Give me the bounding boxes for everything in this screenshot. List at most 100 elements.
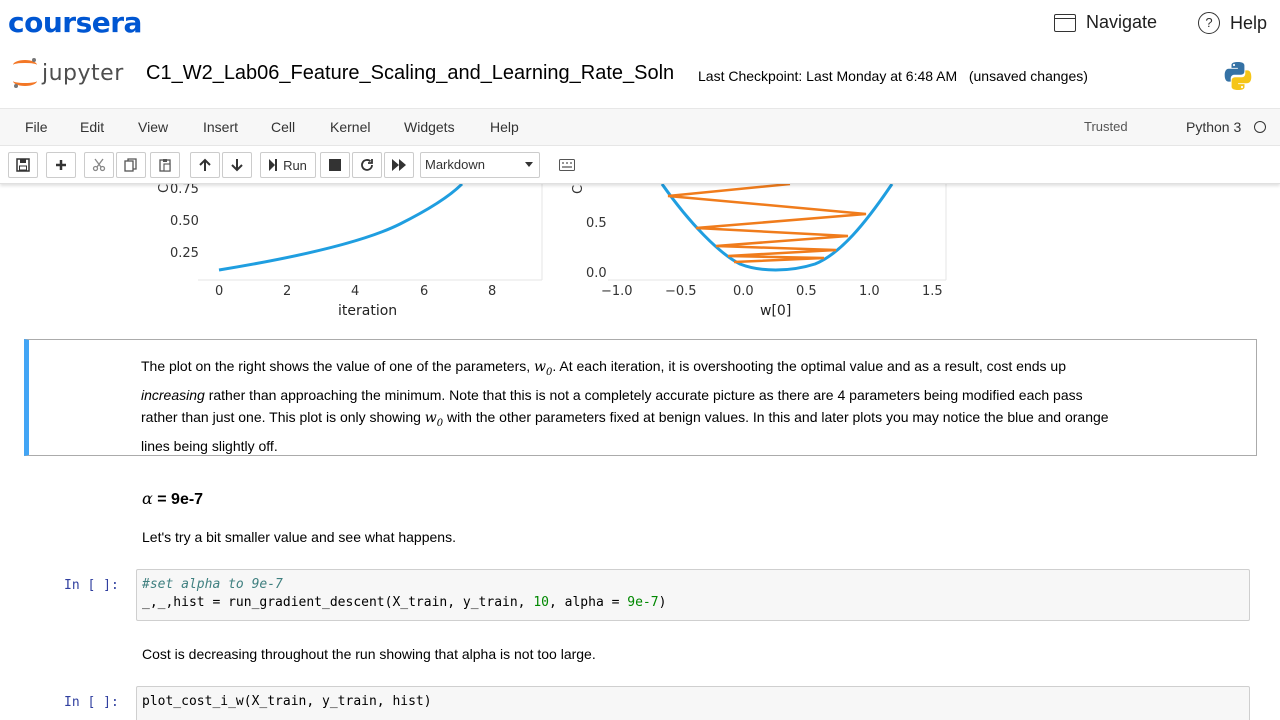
cut-button[interactable] <box>84 152 114 178</box>
keyboard-icon <box>559 159 575 171</box>
checkpoint-text: Last Checkpoint: Last Monday at 6:48 AM <box>698 68 958 84</box>
kernel-idle-icon <box>1254 121 1266 133</box>
code-number: 9e-7 <box>627 595 659 610</box>
cell-type-select[interactable]: Markdown <box>420 152 540 178</box>
code-text: plot_cost_i_w(X_train, y_train, hist) <box>142 694 432 709</box>
md-text-part: with the other parameters fixed at benig… <box>447 408 1109 425</box>
md-text-part: . At each iteration, it is overshooting … <box>552 358 1067 374</box>
code-cell[interactable]: plot_cost_i_w(X_train, y_train, hist) <box>136 686 1250 720</box>
paste-button[interactable] <box>150 152 180 178</box>
right-xtick: −1.0 <box>601 284 633 299</box>
coursera-logo[interactable]: coursera <box>8 6 142 39</box>
markdown-text: Cost is decreasing throughout the run sh… <box>142 646 596 662</box>
right-cost-curve <box>660 184 894 272</box>
notebook-area[interactable]: Cos 0.75 0.50 0.25 0 2 4 6 8 iteration C… <box>0 184 1280 720</box>
math-w0: w0 <box>424 409 444 429</box>
md-text-part: lines being slightly off. <box>141 437 278 454</box>
input-prompt: In [ ]: <box>64 578 119 593</box>
paste-icon <box>159 159 171 172</box>
stop-icon <box>329 159 341 171</box>
restart-button[interactable] <box>352 152 382 178</box>
right-xtick: 1.5 <box>922 284 943 299</box>
move-up-button[interactable] <box>190 152 220 178</box>
cell-type-value: Markdown <box>425 157 485 172</box>
right-ylabel: Cos <box>571 184 586 194</box>
left-ytick: 0.50 <box>170 214 199 229</box>
menu-insert[interactable]: Insert <box>203 119 239 135</box>
code-text: , alpha = <box>549 595 628 610</box>
left-cost-curve <box>218 184 464 272</box>
alpha-heading: α = 9e-7 <box>142 489 203 509</box>
checkpoint-status: Last Checkpoint: Last Monday at 6:48 AM … <box>698 68 1088 84</box>
input-prompt: In [ ]: <box>64 695 119 710</box>
left-xtick: 6 <box>420 284 428 299</box>
left-xtick: 0 <box>215 284 223 299</box>
markdown-cell-selected[interactable]: The plot on the right shows the value of… <box>24 339 1257 456</box>
code-comment: #set alpha to 9e-7 <box>142 577 283 592</box>
menu-view[interactable]: View <box>138 119 169 135</box>
arrow-up-icon <box>199 158 211 171</box>
md-text-part: The plot on the right shows the value of… <box>141 358 531 374</box>
fast-forward-icon <box>392 159 406 171</box>
right-xtick: 0.5 <box>796 284 817 299</box>
navigate-label: Navigate <box>1086 12 1158 32</box>
md-text-part: rather than just one. This plot is only … <box>141 408 421 425</box>
help-button[interactable]: ? Help <box>1198 12 1267 34</box>
menu-cell[interactable]: Cell <box>271 119 296 135</box>
arrow-down-icon <box>231 159 243 172</box>
code-text: ) <box>658 595 667 610</box>
alpha-value: = 9e-7 <box>157 491 204 508</box>
right-ytick: 0.0 <box>586 266 607 281</box>
jupyter-logo[interactable]: jupyter <box>12 58 124 88</box>
markdown-cell-text: The plot on the right shows the value of… <box>141 355 1241 457</box>
md-text-part: rather than approaching the minimum. Not… <box>204 386 1083 403</box>
left-xtick: 8 <box>488 284 496 299</box>
coursera-header: coursera Navigate ? Help <box>0 0 1280 50</box>
right-xlabel: w[0] <box>760 303 791 319</box>
notebook-title[interactable]: C1_W2_Lab06_Feature_Scaling_and_Learning… <box>146 62 675 84</box>
notebook-toolbar: Run Markdown <box>0 146 1280 184</box>
menu-edit[interactable]: Edit <box>80 119 105 135</box>
jupyter-header: jupyter C1_W2_Lab06_Feature_Scaling_and_… <box>0 50 1280 100</box>
markdown-text: Let's try a bit smaller value and see wh… <box>142 529 456 545</box>
plot-output: Cos 0.75 0.50 0.25 0 2 4 6 8 iteration C… <box>157 184 947 319</box>
move-down-button[interactable] <box>222 152 252 178</box>
menu-file[interactable]: File <box>25 119 48 135</box>
restart-run-all-button[interactable] <box>384 152 414 178</box>
menu-kernel[interactable]: Kernel <box>330 119 371 135</box>
python-logo-icon <box>1224 62 1252 90</box>
left-ytick: 0.25 <box>170 246 199 261</box>
navigate-button[interactable]: Navigate <box>1054 12 1157 33</box>
copy-icon <box>124 158 137 172</box>
trusted-indicator[interactable]: Trusted <box>1084 119 1128 134</box>
code-cell[interactable]: #set alpha to 9e-7 _,_,hist = run_gradie… <box>136 569 1250 621</box>
menu-bar: File Edit View Insert Cell Kernel Widget… <box>0 108 1280 146</box>
interrupt-button[interactable] <box>320 152 350 178</box>
right-xtick: 1.0 <box>859 284 880 299</box>
alpha-symbol: α <box>142 489 153 508</box>
right-ytick: 0.5 <box>586 216 607 231</box>
left-xtick: 4 <box>351 284 359 299</box>
refresh-icon <box>361 159 373 171</box>
save-button[interactable] <box>8 152 38 178</box>
insert-cell-button[interactable] <box>46 152 76 178</box>
help-label: Help <box>1230 12 1268 33</box>
kernel-name[interactable]: Python 3 <box>1186 119 1242 135</box>
plus-icon <box>56 160 66 170</box>
right-xtick: −0.5 <box>665 284 697 299</box>
copy-button[interactable] <box>116 152 146 178</box>
math-w0: w0 <box>534 359 553 378</box>
run-label: Run <box>283 157 307 173</box>
navigate-icon <box>1054 13 1076 32</box>
jupyter-logo-icon <box>12 58 38 88</box>
save-icon <box>16 158 30 172</box>
gradient-path <box>667 184 867 264</box>
left-ytick: 0.75 <box>170 184 199 197</box>
run-button[interactable]: Run <box>260 152 316 178</box>
code-text: _,_,hist = run_gradient_descent(X_train,… <box>142 595 534 610</box>
jupyter-logo-text: jupyter <box>42 60 124 86</box>
left-ylabel: Cos <box>157 184 172 193</box>
command-palette-button[interactable] <box>552 152 582 178</box>
menu-help[interactable]: Help <box>490 119 519 135</box>
menu-widgets[interactable]: Widgets <box>404 119 455 135</box>
